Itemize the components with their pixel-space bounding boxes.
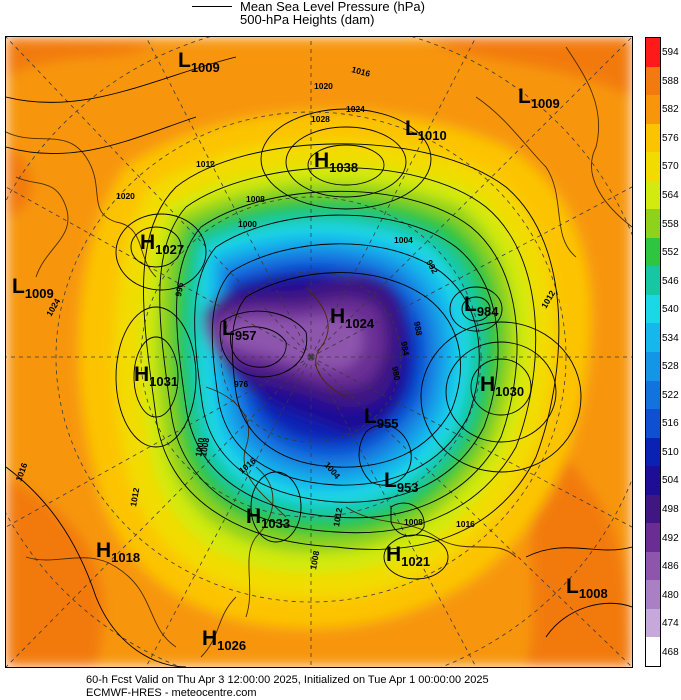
colorbar-tick-label: 558 (662, 218, 679, 230)
colorbar-tick-label: 480 (662, 589, 679, 601)
pressure-center-high: H1021 (386, 543, 431, 569)
isobar-label: 1000 (193, 437, 206, 458)
colorbar-swatch (646, 608, 660, 638)
pressure-center-low: L953 (384, 469, 419, 495)
isobar-label: 1024 (346, 104, 365, 114)
colorbar-swatch (646, 294, 660, 324)
colorbar-swatch (646, 551, 660, 581)
pressure-center-high: H1018 (96, 539, 141, 565)
colorbar-swatch (646, 637, 660, 667)
colorbar-tick-label: 540 (662, 304, 679, 316)
colorbar-tick-label: 498 (662, 504, 679, 515)
map-canvas: 1016 1020 1024 1028 1012 1008 1020 1024 … (6, 37, 632, 667)
forecast-valid-time: 60-h Fcst Valid on Thu Apr 3 12:00:00 20… (86, 674, 489, 686)
colorbar-tick-label: 504 (662, 475, 679, 487)
pressure-center-high: H1026 (202, 627, 247, 653)
colorbar-swatch (646, 152, 660, 182)
coastlines (6, 46, 632, 658)
legend-line-sample (192, 6, 232, 7)
isobar-label: 980 (390, 366, 402, 382)
pressure-center-low: L1009 (12, 275, 54, 301)
colorbar-tick-label: 528 (662, 361, 679, 373)
pressure-center-high: H1027 (140, 231, 185, 257)
isobar-label: 1016 (456, 519, 475, 529)
colorbar-swatch (646, 266, 660, 296)
isobar-label: 1020 (116, 191, 135, 201)
legend-heights-label: 500-hPa Heights (dam) (240, 12, 375, 27)
colorbar-swatch (646, 409, 660, 439)
colorbar-swatch (646, 209, 660, 239)
pressure-center-high: H1038 (314, 149, 359, 175)
colorbar-tick-label: 510 (662, 446, 679, 458)
legend-mslp-label: Mean Sea Level Pressure (hPa) (240, 0, 425, 14)
isobar-label: 1004 (394, 235, 413, 245)
isobar-label: 1012 (331, 507, 344, 528)
pressure-center-low: L984 (464, 293, 499, 319)
colorbar-tick-label: 594 (662, 47, 679, 59)
colorbar-tick-label: 588 (662, 75, 679, 87)
pressure-center-low: L1009 (518, 85, 560, 111)
pressure-center-low: L1009 (178, 49, 220, 75)
colorbar-tick-label: 468 (662, 646, 679, 658)
pressure-center-low: L955 (364, 405, 399, 431)
colorbar-swatch (646, 123, 660, 153)
colorbar-tick-label: 564 (662, 190, 679, 201)
colorbar-tick-label: 492 (662, 532, 679, 544)
colorbar-tick-label: 534 (662, 332, 679, 344)
colorbar-swatch (646, 352, 660, 382)
pressure-center-low: L1010 (405, 117, 447, 143)
isobar-label: 1008 (308, 550, 321, 571)
colorbar-swatch (646, 466, 660, 496)
pressure-center-high: H1033 (246, 505, 291, 531)
500hpa-height-shading (6, 37, 632, 667)
colorbar-swatch (646, 380, 660, 410)
pressure-center-high: H1024 (330, 305, 375, 331)
weather-map: 1016 1020 1024 1028 1012 1008 1020 1024 … (5, 36, 633, 668)
colorbar-tick-label: 552 (662, 247, 679, 259)
height-colorbar (645, 37, 661, 667)
colorbar-swatch (646, 180, 660, 210)
colorbar-swatch (646, 66, 660, 96)
isobar-label: 1008 (404, 517, 423, 527)
colorbar-tick-label: 522 (662, 389, 679, 401)
isobar-label: 1008 (198, 437, 211, 458)
isobar-label: 1012 (196, 159, 215, 169)
colorbar-swatch (646, 523, 660, 553)
colorbar-tick-label: 474 (662, 618, 679, 630)
isobar-label: 976 (234, 379, 248, 389)
colorbar-tick-label: 582 (662, 104, 679, 116)
isobar-label: 1028 (311, 114, 330, 124)
colorbar-swatch (646, 95, 660, 125)
colorbar-tick-label: 546 (662, 275, 679, 287)
isobar-label-layer: 1016 1020 1024 1028 1012 1008 1020 1024 … (13, 64, 557, 570)
isobars (6, 56, 632, 667)
isobar-label: 1020 (314, 81, 333, 91)
colorbar-swatch (646, 494, 660, 524)
isobar-label: 984 (399, 341, 411, 357)
colorbar-swatch (646, 38, 660, 68)
colorbar-tick-label: 486 (662, 561, 679, 573)
isobar-label: 1008 (246, 194, 265, 204)
isobar-label: 996 (173, 281, 185, 297)
colorbar-labels: 594 588 582 576 570 564 558 552 546 540 534 528 522 5… (662, 37, 681, 665)
pressure-center-high: H1030 (480, 373, 525, 399)
colorbar-swatch (646, 580, 660, 610)
colorbar-tick-label: 516 (662, 418, 679, 430)
isobar-label: 1000 (238, 219, 257, 229)
colorbar-tick-label: 570 (662, 161, 679, 173)
model-source: ECMWF-HRES - meteocentre.com (86, 687, 257, 699)
isobar-label: 1012 (128, 487, 141, 508)
pressure-center-high: H1031 (134, 363, 179, 389)
colorbar-swatch (646, 323, 660, 353)
pressure-center-low: L957 (222, 317, 257, 343)
colorbar-swatch (646, 437, 660, 467)
colorbar-swatch (646, 237, 660, 267)
pressure-center-low: L1008 (566, 575, 608, 601)
isobar-label: 988 (412, 321, 424, 337)
isobar-label: 1016 (350, 64, 371, 79)
colorbar-tick-label: 576 (662, 132, 679, 144)
